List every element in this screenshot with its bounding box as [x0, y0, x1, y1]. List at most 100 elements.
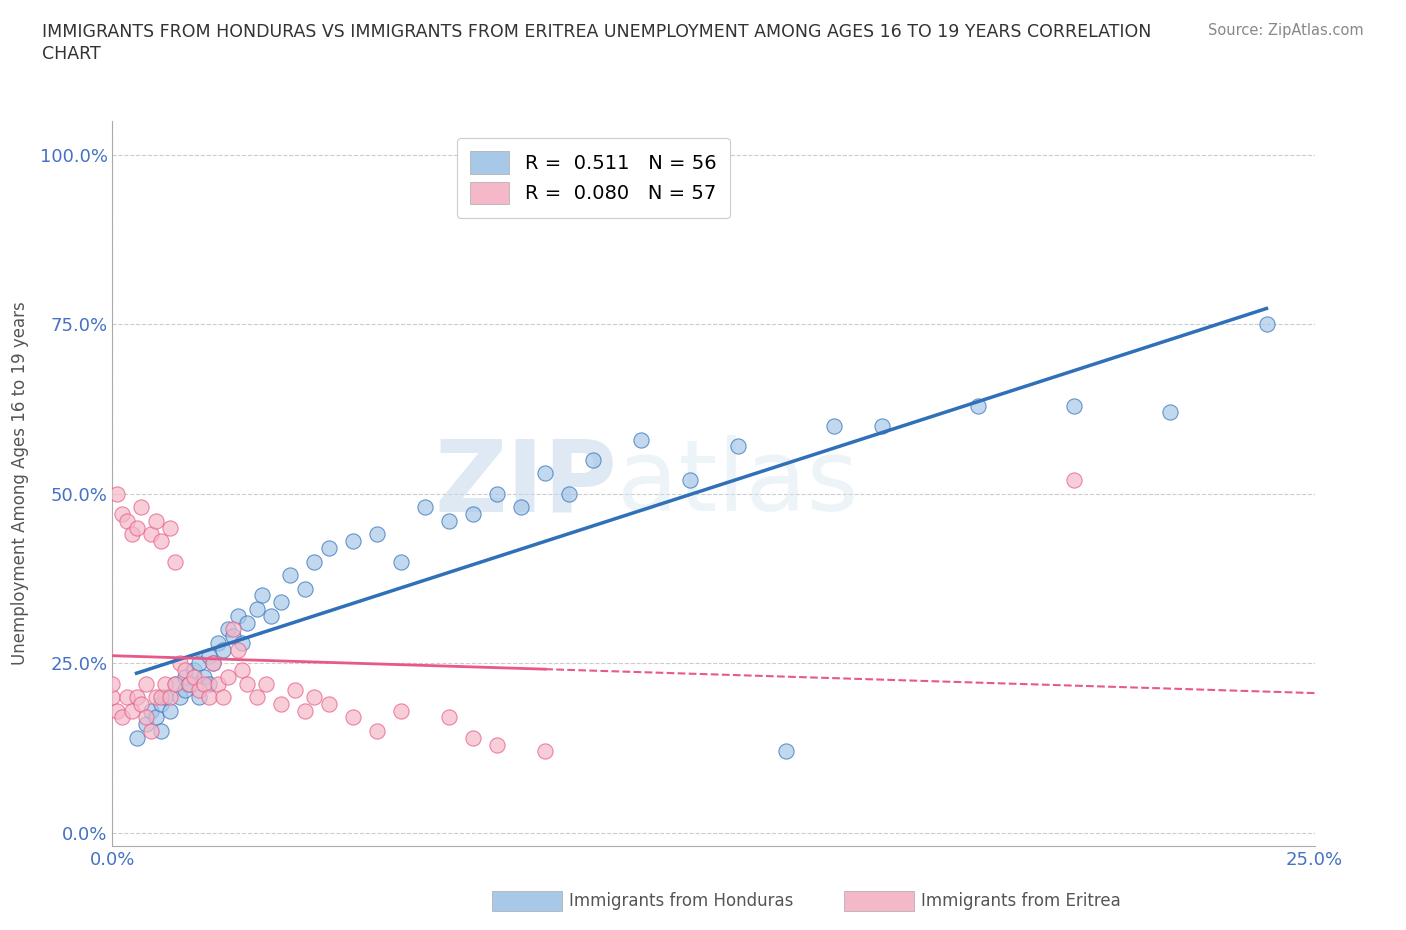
- Text: Immigrants from Honduras: Immigrants from Honduras: [569, 892, 794, 910]
- Point: [775, 744, 797, 759]
- Point: [111, 710, 134, 724]
- Point: [135, 710, 157, 724]
- Point: [217, 622, 239, 637]
- Point: [389, 703, 412, 718]
- Point: [139, 703, 162, 718]
- Point: [461, 730, 484, 745]
- Point: [304, 554, 326, 569]
- Point: [222, 629, 245, 644]
- Point: [197, 676, 219, 691]
- Point: [413, 500, 436, 515]
- Point: [188, 683, 211, 698]
- Point: [155, 690, 177, 705]
- Point: [870, 418, 893, 433]
- Point: [280, 567, 302, 582]
- Point: [1256, 317, 1278, 332]
- Point: [967, 398, 990, 413]
- Text: CHART: CHART: [42, 45, 101, 62]
- Point: [212, 643, 235, 658]
- Point: [270, 697, 292, 711]
- Point: [582, 452, 605, 467]
- Point: [678, 472, 700, 487]
- Point: [193, 676, 215, 691]
- Point: [318, 540, 340, 555]
- Point: [202, 656, 225, 671]
- Point: [437, 513, 460, 528]
- Point: [125, 520, 148, 535]
- Point: [125, 690, 148, 705]
- Point: [534, 744, 557, 759]
- Point: [121, 703, 143, 718]
- Point: [207, 676, 229, 691]
- Point: [294, 703, 316, 718]
- Point: [149, 697, 172, 711]
- Point: [163, 676, 186, 691]
- Point: [486, 486, 509, 501]
- Point: [101, 676, 124, 691]
- Point: [145, 690, 167, 705]
- Point: [149, 534, 172, 549]
- Point: [318, 697, 340, 711]
- Point: [246, 690, 269, 705]
- Point: [207, 635, 229, 650]
- Point: [139, 527, 162, 542]
- Point: [131, 697, 153, 711]
- Point: [139, 724, 162, 738]
- Point: [145, 710, 167, 724]
- Point: [486, 737, 509, 752]
- Point: [217, 670, 239, 684]
- Point: [294, 581, 316, 596]
- Point: [173, 683, 195, 698]
- Point: [131, 500, 153, 515]
- Point: [510, 500, 533, 515]
- Point: [389, 554, 412, 569]
- Point: [231, 662, 253, 677]
- Point: [149, 724, 172, 738]
- Point: [202, 656, 225, 671]
- Point: [105, 703, 128, 718]
- Point: [169, 690, 191, 705]
- Point: [246, 602, 269, 617]
- Point: [111, 507, 134, 522]
- Point: [173, 662, 195, 677]
- Point: [188, 656, 211, 671]
- Point: [461, 507, 484, 522]
- Text: atlas: atlas: [617, 435, 859, 532]
- Point: [1063, 398, 1085, 413]
- Point: [115, 690, 138, 705]
- Point: [121, 527, 143, 542]
- Point: [558, 486, 581, 501]
- Text: Source: ZipAtlas.com: Source: ZipAtlas.com: [1208, 23, 1364, 38]
- Point: [534, 466, 557, 481]
- Point: [179, 676, 201, 691]
- Legend: R =  0.511   N = 56, R =  0.080   N = 57: R = 0.511 N = 56, R = 0.080 N = 57: [457, 138, 730, 218]
- Point: [366, 527, 388, 542]
- Point: [159, 703, 181, 718]
- Point: [1063, 472, 1085, 487]
- Point: [135, 717, 157, 732]
- Point: [193, 670, 215, 684]
- Point: [159, 520, 181, 535]
- Text: ZIP: ZIP: [434, 435, 617, 532]
- Point: [183, 670, 205, 684]
- Point: [366, 724, 388, 738]
- Y-axis label: Unemployment Among Ages 16 to 19 years: Unemployment Among Ages 16 to 19 years: [10, 301, 28, 666]
- Point: [197, 690, 219, 705]
- Point: [212, 690, 235, 705]
- Point: [823, 418, 845, 433]
- Point: [155, 676, 177, 691]
- Point: [169, 656, 191, 671]
- Point: [304, 690, 326, 705]
- Text: Immigrants from Eritrea: Immigrants from Eritrea: [921, 892, 1121, 910]
- Point: [125, 730, 148, 745]
- Point: [231, 635, 253, 650]
- Point: [163, 554, 186, 569]
- Point: [179, 676, 201, 691]
- Text: IMMIGRANTS FROM HONDURAS VS IMMIGRANTS FROM ERITREA UNEMPLOYMENT AMONG AGES 16 T: IMMIGRANTS FROM HONDURAS VS IMMIGRANTS F…: [42, 23, 1152, 41]
- Point: [163, 676, 186, 691]
- Point: [250, 588, 273, 603]
- Point: [197, 649, 219, 664]
- Point: [342, 534, 364, 549]
- Point: [101, 690, 124, 705]
- Point: [149, 690, 172, 705]
